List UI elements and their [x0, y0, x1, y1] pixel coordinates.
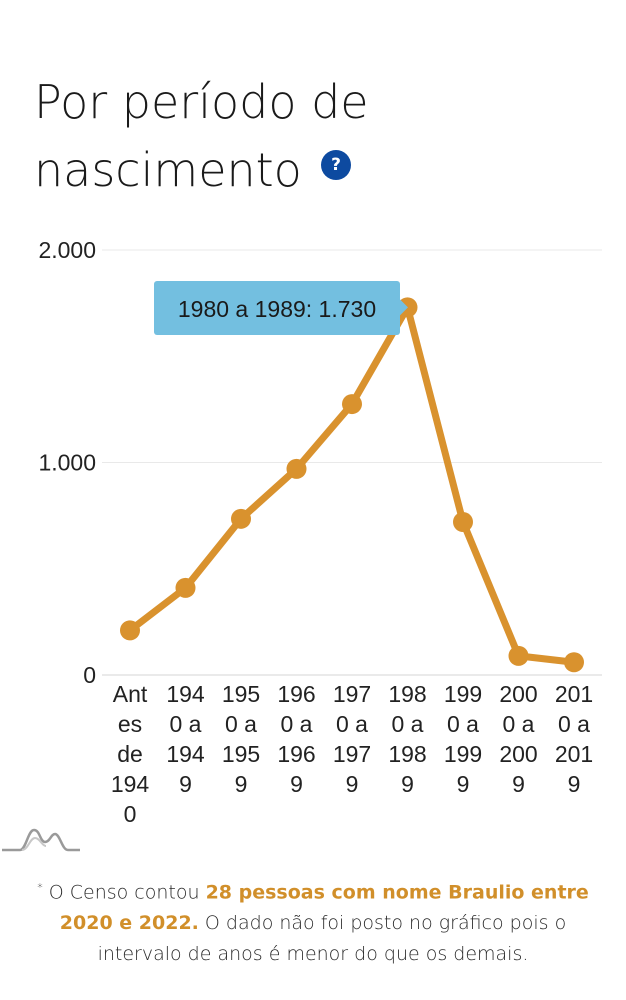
tooltip-box — [154, 281, 400, 335]
tooltip-pointer — [400, 299, 408, 316]
page-title: Por período de nascimento — [34, 75, 369, 197]
data-point[interactable] — [453, 512, 473, 532]
footnote-highlight: 28 pessoas com nome Braulio entre 2020 e… — [59, 881, 589, 935]
data-point[interactable] — [231, 508, 251, 529]
x-tick-label: 201 0 a 201 9 — [555, 681, 593, 797]
data-point[interactable] — [342, 394, 362, 415]
x-tick-label: 200 0 a 200 9 — [499, 681, 537, 797]
y-tick-label: 1.000 — [38, 450, 96, 476]
y-tick-label: 0 — [83, 662, 96, 688]
footnote-prefix: O Censo contou — [42, 881, 206, 904]
x-tick-label: 196 0 a 196 9 — [277, 681, 315, 797]
footnote: * O Censo contou 28 pessoas com nome Bra… — [20, 872, 606, 970]
footnote-suffix: O dado não foi posto no gráfico pois o i… — [97, 912, 567, 966]
y-tick-label: 2.000 — [38, 237, 96, 263]
data-point[interactable] — [286, 458, 307, 479]
x-tick-label: 199 0 a 199 9 — [444, 681, 482, 797]
data-point[interactable] — [564, 652, 584, 673]
data-point[interactable] — [175, 577, 196, 598]
question-icon[interactable]: ? — [321, 150, 351, 180]
x-tick-label: 198 0 a 198 9 — [388, 681, 426, 797]
data-point[interactable] — [120, 620, 140, 641]
x-tick-label: 194 0 a 194 9 — [166, 681, 205, 797]
footnote-mark: * — [37, 881, 43, 894]
x-tick-label: 195 0 a 195 9 — [222, 681, 260, 797]
x-tick-label: Ant es de 194 0 — [111, 681, 150, 827]
brand-logo — [2, 828, 80, 852]
series-line — [126, 303, 578, 666]
tooltip-text: 1980 a 1989: 1.730 — [178, 296, 376, 322]
data-point[interactable] — [508, 645, 529, 666]
x-tick-label: 197 0 a 197 9 — [333, 681, 371, 797]
